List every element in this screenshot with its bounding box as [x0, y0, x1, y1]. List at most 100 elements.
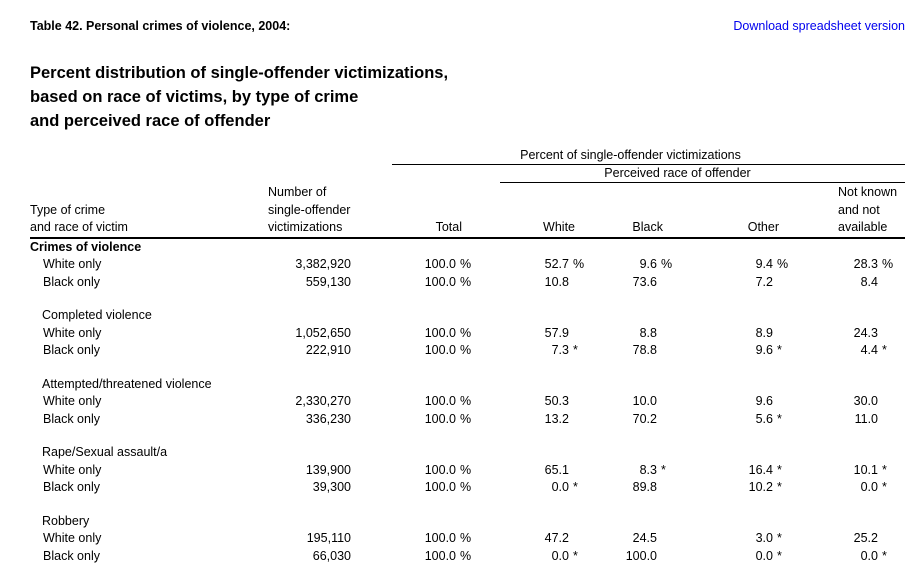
row-label: White only	[43, 531, 102, 545]
cell-white-value: 65.1	[544, 462, 569, 477]
cell-not_known-suffix: *	[882, 462, 887, 477]
row-label: Black only	[43, 411, 100, 426]
cell-other-value: 3.0	[755, 531, 773, 545]
cell-number-value: 66,030	[312, 548, 351, 563]
page-title-line-3: and perceived race of offender	[30, 112, 271, 130]
cell-not_known-value: 4.4	[860, 343, 878, 357]
cell-white-suffix: %	[573, 257, 585, 271]
download-spreadsheet-link[interactable]: Download spreadsheet version	[733, 19, 905, 33]
cell-not_known-value: 25.2	[853, 531, 878, 545]
cell-total-value: 100.0	[424, 531, 456, 545]
cell-black-suffix	[657, 530, 677, 548]
cell-total-value: 100.0	[424, 411, 456, 426]
cell-white-suffix: *	[573, 343, 578, 357]
cell-number-value: 2,330,270	[295, 394, 351, 408]
section-label-row: Rape/Sexual assault/a	[30, 444, 905, 462]
cell-not_known-value: 0.0	[860, 480, 878, 494]
top-bar: Table 42. Personal crimes of violence, 2…	[30, 19, 905, 35]
cell-white-value: 10.8	[544, 274, 569, 289]
page-title-line-1: Percent distribution of single-offender …	[30, 64, 449, 82]
section-label: Completed violence	[42, 308, 152, 322]
cell-other-suffix: *	[777, 343, 782, 357]
cell-total-suffix: %	[460, 480, 472, 494]
table-section: Robbery White only 195,110 100.0% 47.2 24.5 3.…	[30, 513, 905, 566]
table-row: Black only 559,130 100.0% 10.8 73.6 7.2 8.4	[30, 274, 905, 292]
cell-not_known-value: 0.0	[860, 548, 878, 563]
cell-total-suffix: %	[460, 274, 472, 289]
cell-not_known-suffix: *	[882, 343, 887, 357]
cell-number-value: 139,900	[305, 462, 351, 477]
cell-total-suffix: %	[460, 257, 472, 271]
statistics-table: Percent of single-offender victimization…	[30, 147, 905, 565]
cell-white-suffix	[569, 274, 589, 292]
cell-black-value: 8.8	[639, 325, 657, 340]
section-label-row: Crimes of violence	[30, 239, 905, 257]
section-label-row: Robbery	[30, 513, 905, 531]
cell-not_known-suffix	[878, 530, 905, 548]
table-row: White only 2,330,270 100.0% 50.3 10.0 9.6 30.0	[30, 393, 905, 411]
cell-not_known-value: 11.0	[854, 411, 878, 426]
cell-black-value: 10.0	[632, 394, 657, 408]
cell-total-value: 100.0	[424, 480, 456, 494]
col-header-not-known: Not known and not available	[838, 185, 898, 234]
cell-other-value: 9.6	[755, 394, 773, 408]
cell-other-suffix	[773, 393, 793, 411]
cell-not_known-suffix	[878, 393, 905, 411]
cell-not_known-value: 24.3	[853, 325, 878, 340]
row-label: Black only	[43, 274, 100, 289]
table-section: Completed violence White only 1,052,650 100…	[30, 307, 905, 360]
cell-other-value: 0.0	[755, 548, 773, 563]
cell-white-value: 13.2	[544, 411, 569, 426]
cell-other-suffix: *	[777, 462, 782, 477]
row-label: White only	[43, 325, 102, 340]
section-label: Attempted/threatened violence	[42, 376, 212, 391]
cell-white-value: 57.9	[544, 325, 569, 340]
row-label: White only	[43, 462, 102, 477]
row-label: Black only	[43, 548, 100, 563]
cell-number-value: 559,130	[305, 274, 351, 289]
cell-black-suffix	[657, 479, 677, 497]
cell-total-suffix: %	[460, 462, 472, 477]
table-row: Black only 222,910 100.0% 7.3 * 78.8 9.6 * 4.4 *	[30, 342, 905, 360]
cell-not_known-suffix: *	[882, 548, 887, 563]
cell-not_known-suffix	[878, 411, 905, 429]
cell-total-value: 100.0	[424, 343, 456, 357]
col-header-black: Black	[632, 220, 663, 234]
cell-total-suffix: %	[460, 394, 472, 408]
cell-black-value: 78.8	[632, 343, 657, 357]
cell-total-value: 100.0	[424, 394, 456, 408]
cell-black-suffix	[657, 548, 677, 566]
col-header-total: Total	[435, 220, 462, 234]
cell-other-suffix	[773, 274, 793, 292]
row-label: White only	[43, 394, 102, 408]
cell-total-suffix: %	[460, 548, 472, 563]
cell-not_known-value: 28.3	[853, 257, 878, 271]
table-section: Crimes of violence White only 3,382,920 100…	[30, 239, 905, 292]
cell-total-value: 100.0	[424, 548, 456, 563]
cell-other-value: 9.6	[755, 343, 773, 357]
cell-other-value: 8.9	[755, 325, 773, 340]
cell-black-suffix	[657, 393, 677, 411]
cell-number-value: 1,052,650	[295, 325, 351, 340]
cell-other-value: 9.4	[755, 257, 773, 271]
cell-black-suffix	[657, 342, 677, 360]
column-header-row: Type of crime and race of victim Number …	[30, 183, 905, 239]
table-row: Black only 66,030 100.0% 0.0 * 100.0 0.0 * 0.0 *	[30, 548, 905, 566]
cell-black-value: 9.6	[639, 257, 657, 271]
cell-number-value: 3,382,920	[295, 257, 351, 271]
table-row: Black only 39,300 100.0% 0.0 * 89.8 10.2 * 0.0 *	[30, 479, 905, 497]
cell-not_known-value: 10.1	[853, 462, 878, 477]
section-label: Rape/Sexual assault/a	[42, 445, 168, 459]
cell-number-value: 195,110	[306, 531, 351, 545]
cell-other-suffix	[773, 325, 793, 343]
cell-black-suffix	[657, 411, 677, 429]
cell-white-suffix: *	[573, 480, 578, 494]
cell-not_known-suffix: *	[882, 480, 887, 494]
table-body: Crimes of violence White only 3,382,920 100…	[30, 239, 905, 566]
cell-other-suffix: *	[777, 411, 782, 426]
row-label: Black only	[43, 343, 100, 357]
section-label: Crimes of violence	[30, 239, 142, 254]
cell-black-value: 8.3	[639, 462, 657, 477]
cell-other-value: 16.4	[748, 462, 773, 477]
cell-total-value: 100.0	[424, 325, 456, 340]
